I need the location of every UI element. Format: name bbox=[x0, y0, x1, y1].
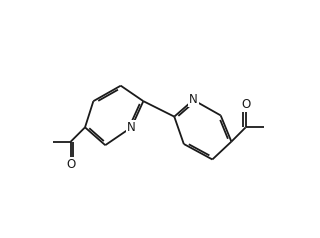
Text: O: O bbox=[66, 158, 76, 171]
Text: N: N bbox=[189, 94, 198, 106]
Text: O: O bbox=[241, 98, 250, 111]
Text: N: N bbox=[127, 121, 136, 134]
